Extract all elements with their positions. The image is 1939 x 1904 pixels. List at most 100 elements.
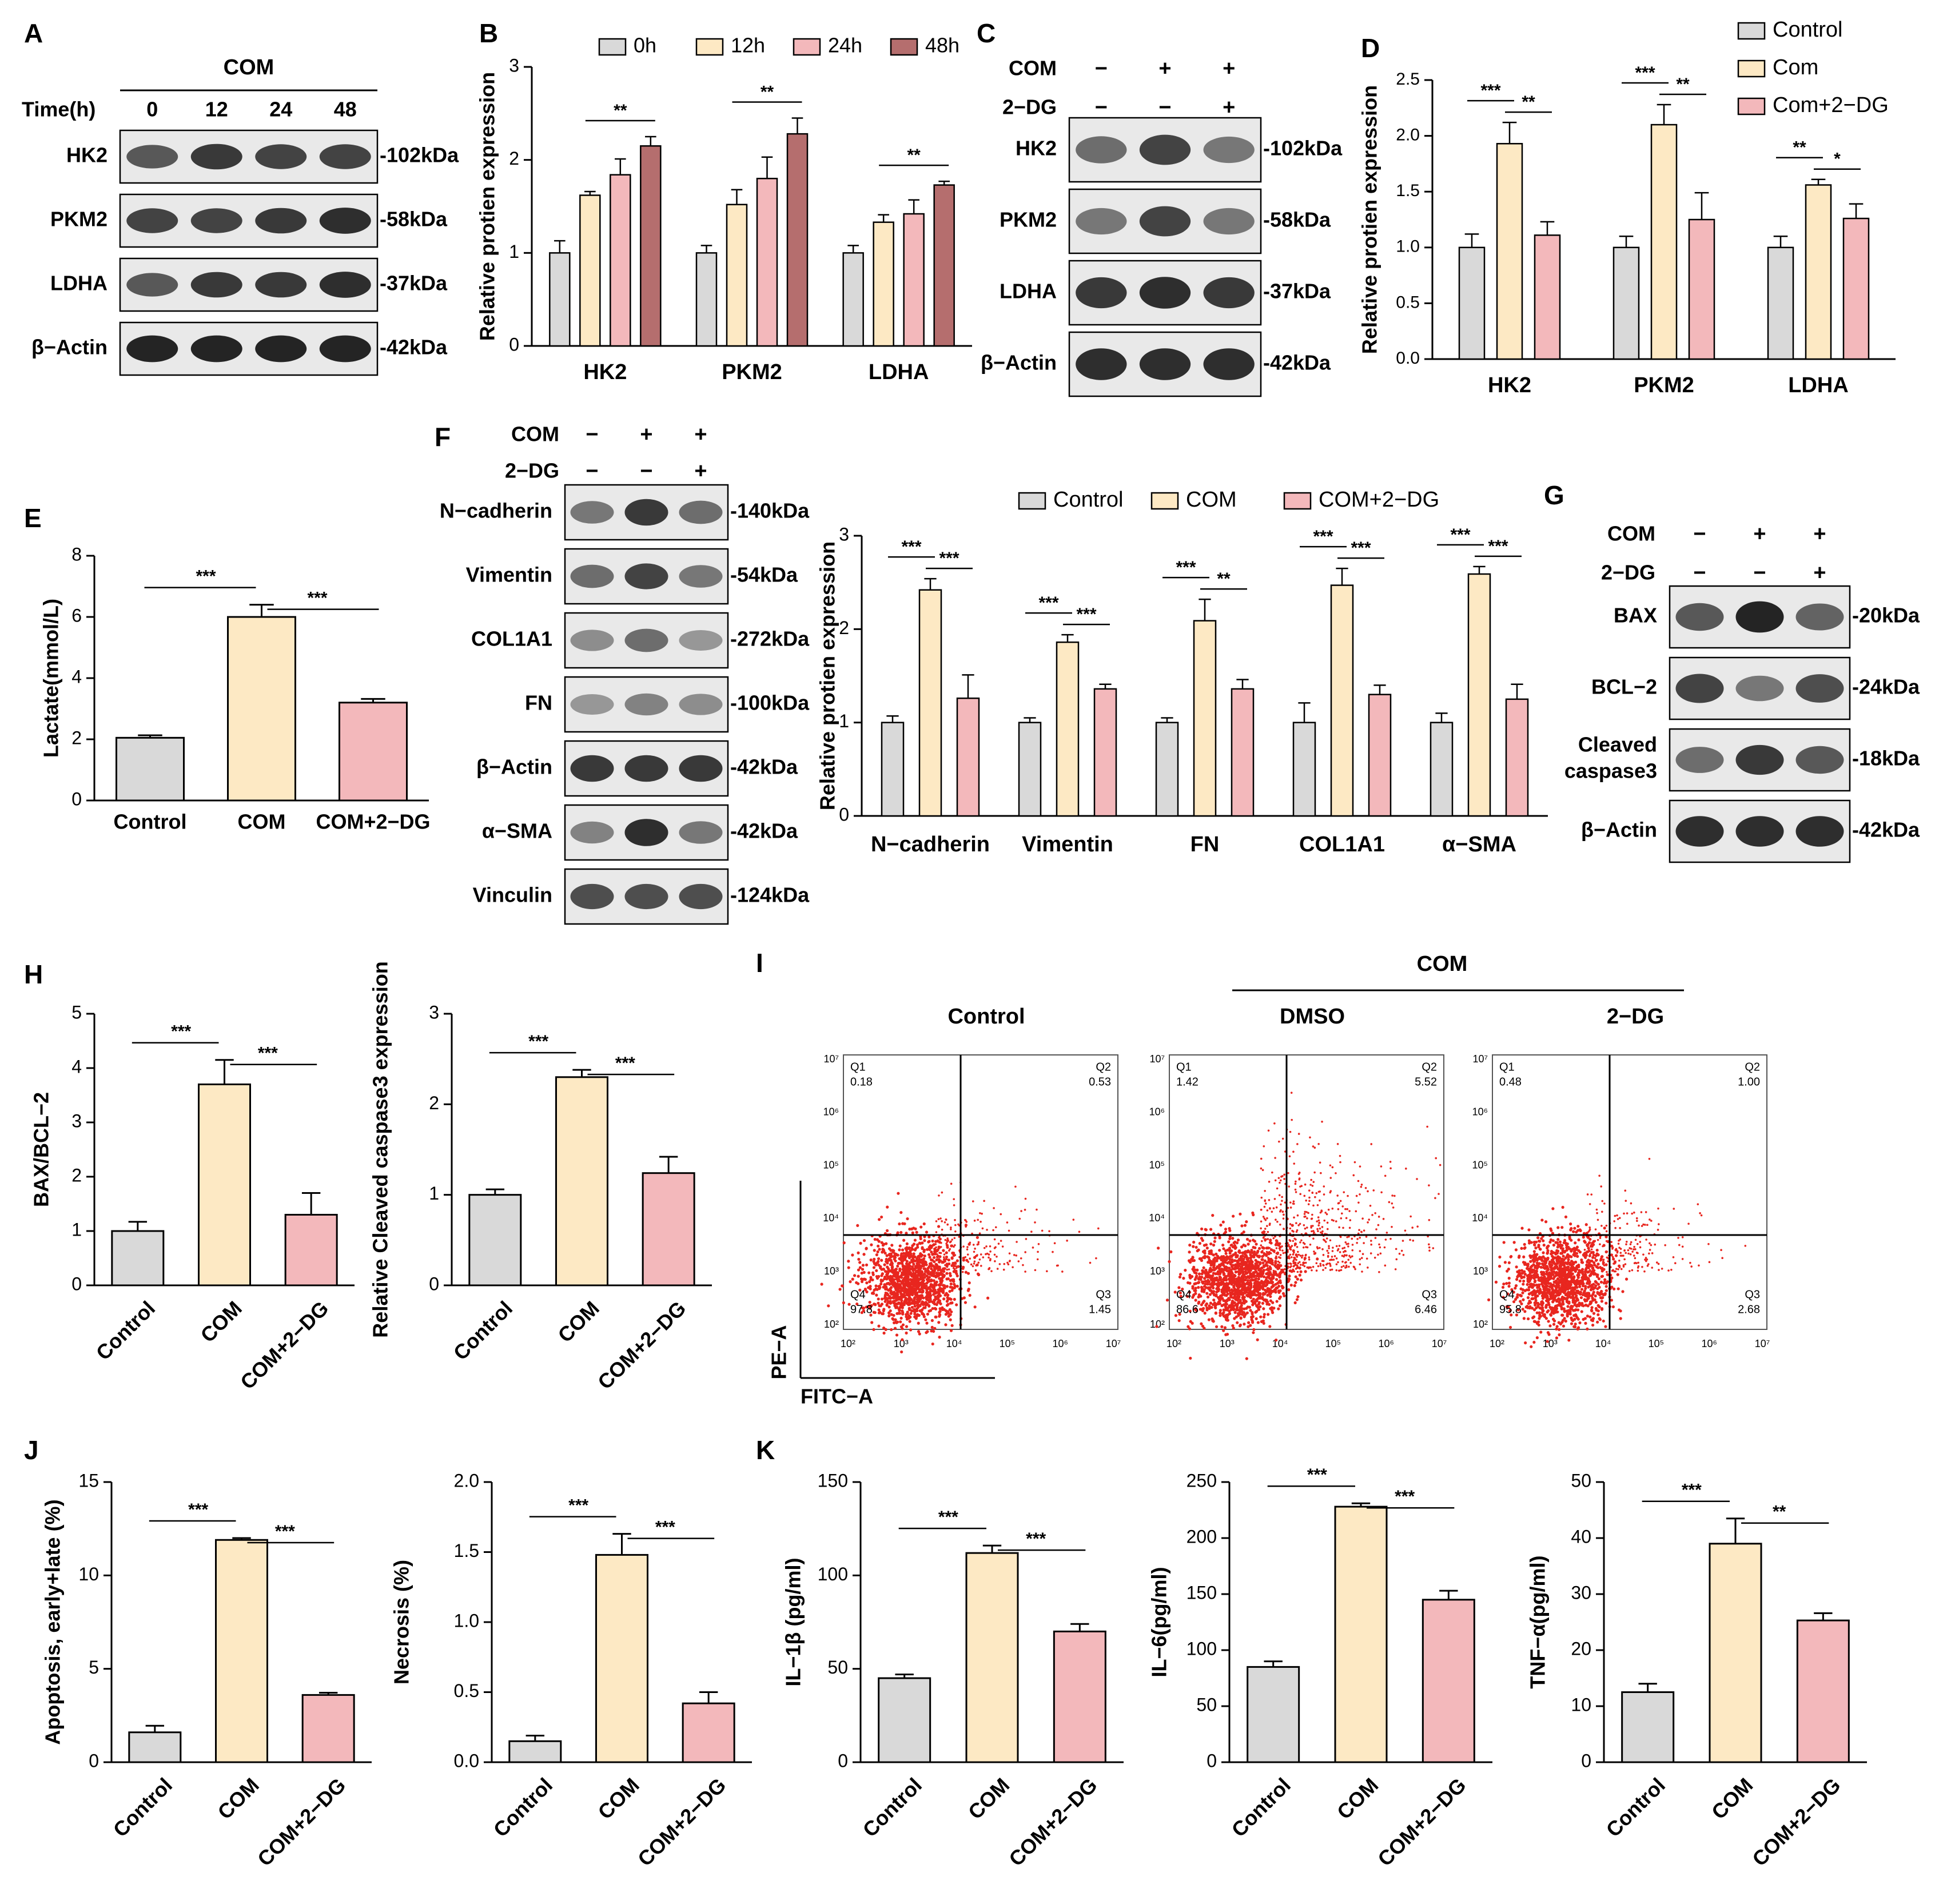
flow-dot <box>1534 1279 1537 1282</box>
significance-label: ** <box>1773 1503 1786 1521</box>
flow-dot <box>937 1246 940 1249</box>
flow-dot <box>996 1268 999 1270</box>
flow-dot <box>1311 1185 1314 1187</box>
flow-dot <box>906 1278 909 1281</box>
flow-dot <box>1208 1306 1211 1310</box>
flow-dot <box>1192 1265 1196 1269</box>
blot-kda-label: -42kDa <box>380 336 448 359</box>
lane-sign: + <box>1813 522 1826 546</box>
significance-label: *** <box>528 1032 548 1051</box>
flow-dot <box>1346 1208 1348 1210</box>
flow-dot <box>1348 1265 1350 1268</box>
flow-dot <box>1297 1253 1300 1256</box>
flow-dot <box>1238 1281 1241 1285</box>
flow-dot <box>877 1308 881 1312</box>
flow-dot <box>1293 1251 1295 1254</box>
flow-dot <box>886 1265 889 1269</box>
flow-dot <box>1245 1220 1248 1224</box>
flow-dot <box>1236 1321 1239 1324</box>
flow-dot <box>1307 1203 1310 1205</box>
flow-dot <box>893 1291 896 1294</box>
protein-band <box>1675 747 1724 773</box>
flow-dot <box>928 1248 931 1251</box>
flow-dot <box>1549 1263 1552 1266</box>
flow-dot <box>972 1200 974 1202</box>
flow-dot <box>1569 1222 1572 1226</box>
flow-dot <box>1313 1146 1316 1149</box>
flow-dot <box>1530 1264 1534 1268</box>
flow-dot <box>1292 1150 1295 1153</box>
flow-dot <box>941 1228 943 1231</box>
flow-dot <box>1370 1240 1372 1242</box>
flow-dot <box>1311 1213 1313 1216</box>
flow-dot <box>954 1244 956 1246</box>
flow-dot <box>1246 1305 1249 1309</box>
flow-dot <box>1332 1258 1335 1261</box>
protein-band <box>570 755 614 782</box>
y-tick-label: 0.5 <box>454 1680 479 1701</box>
x-tick-label: FN <box>1191 832 1220 857</box>
panel-letter-A: A <box>24 18 43 48</box>
flow-dot <box>950 1264 954 1268</box>
flow-dot <box>1311 1230 1313 1233</box>
flow-dot <box>937 1225 941 1228</box>
flow-dot <box>1262 1275 1266 1278</box>
flow-dot <box>1540 1311 1544 1315</box>
flow-dot <box>905 1315 908 1319</box>
quadrant-name: Q2 <box>1422 1061 1437 1073</box>
flow-dot <box>1310 1225 1312 1228</box>
significance-label: *** <box>275 1522 295 1541</box>
quadrant-value: 1.42 <box>1176 1076 1199 1088</box>
flow-dot <box>1298 1178 1301 1181</box>
panel-letter-H: H <box>24 959 43 989</box>
bar <box>1330 584 1354 817</box>
flow-dot <box>1331 1258 1333 1261</box>
flow-dot <box>900 1350 903 1354</box>
panel-letter-F: F <box>435 422 451 452</box>
flow-dot <box>918 1264 921 1267</box>
flow-dot <box>989 1258 992 1260</box>
flow-dot <box>1275 1339 1278 1342</box>
flow-dot <box>1022 1264 1024 1266</box>
bar <box>903 213 925 347</box>
flow-dot <box>1233 1246 1237 1250</box>
flow-dot <box>1219 1309 1222 1312</box>
flow-dot <box>1256 1338 1259 1341</box>
flow-dot <box>1321 1248 1324 1250</box>
flow-dot <box>1252 1328 1256 1331</box>
flow-dot <box>1266 1252 1269 1254</box>
flow-dot <box>1229 1280 1233 1283</box>
flow-dot <box>941 1220 943 1222</box>
bar <box>1231 688 1255 817</box>
flow-dot <box>1284 1201 1287 1204</box>
flow-dot <box>1572 1230 1575 1233</box>
flow-dot <box>891 1317 894 1320</box>
flow-dot <box>918 1297 922 1301</box>
flow-dot <box>1522 1255 1526 1258</box>
flow-dot <box>1268 1273 1271 1277</box>
flow-x-tick: 10⁵ <box>1000 1338 1015 1349</box>
blot-kda-label: -58kDa <box>380 208 448 231</box>
flow-dot <box>1261 1301 1264 1305</box>
bar <box>1767 246 1794 360</box>
flow-dot <box>962 1296 966 1300</box>
flow-dot <box>1299 1270 1303 1273</box>
flow-dot <box>879 1282 883 1286</box>
flow-dot <box>1227 1260 1231 1264</box>
x-tick-label: HK2 <box>583 360 627 384</box>
flow-dot <box>1338 1245 1341 1247</box>
flow-dot <box>857 1274 860 1278</box>
flow-dot <box>1216 1282 1220 1286</box>
flow-dot <box>1008 1229 1010 1232</box>
flow-dot <box>1331 1250 1334 1252</box>
flow-dot <box>1302 1261 1305 1265</box>
flow-dot <box>909 1292 912 1296</box>
flow-dot <box>1272 1237 1275 1240</box>
y-tick-label: 1 <box>839 711 849 731</box>
flow-dot <box>1192 1269 1196 1273</box>
flow-dot <box>1267 1289 1270 1293</box>
flow-dot <box>973 1250 976 1253</box>
flow-y-tick: 10⁷ <box>1149 1053 1165 1065</box>
flow-dot <box>927 1276 931 1279</box>
